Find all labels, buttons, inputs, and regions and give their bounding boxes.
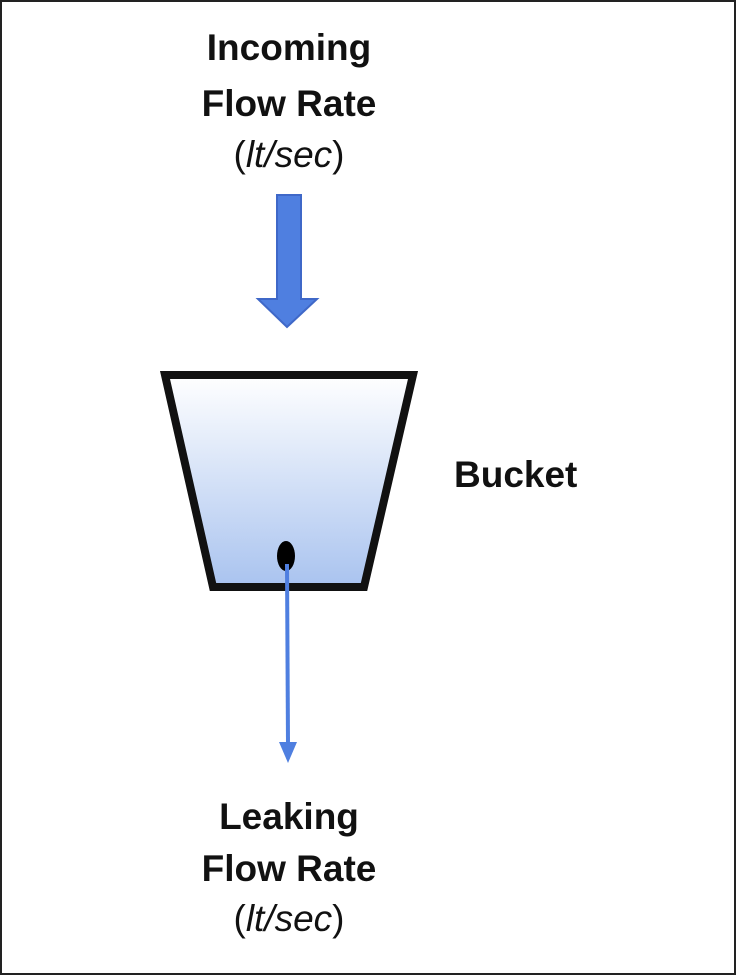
incoming-label-line1: Incoming [206, 27, 372, 68]
leaking-units-close-paren: ) [332, 898, 345, 939]
leaking-units-text: lt/sec [245, 898, 333, 939]
leaking-flow-line [285, 563, 290, 745]
incoming-units-open-paren: ( [233, 134, 246, 175]
incoming-flow-rate-label: Incoming Flow Rate (lt/sec) [152, 29, 426, 173]
leaking-label-line2: Flow Rate [201, 848, 377, 889]
incoming-units: (lt/sec) [152, 136, 426, 173]
bucket-body [159, 371, 419, 591]
incoming-units-text: lt/sec [245, 134, 333, 175]
leaking-label-line1: Leaking [219, 796, 359, 837]
leaking-flow-arrowhead [279, 742, 297, 763]
incoming-units-close-paren: ) [332, 134, 345, 175]
leaking-units: (lt/sec) [152, 900, 426, 937]
leaking-flow-rate-label: Leaking Flow Rate (lt/sec) [152, 798, 426, 937]
leak-hole [277, 541, 295, 571]
bucket-label: Bucket [454, 454, 578, 495]
incoming-flow-arrow [255, 194, 320, 329]
leaking-units-open-paren: ( [233, 898, 246, 939]
incoming-label-line2: Flow Rate [201, 83, 377, 124]
